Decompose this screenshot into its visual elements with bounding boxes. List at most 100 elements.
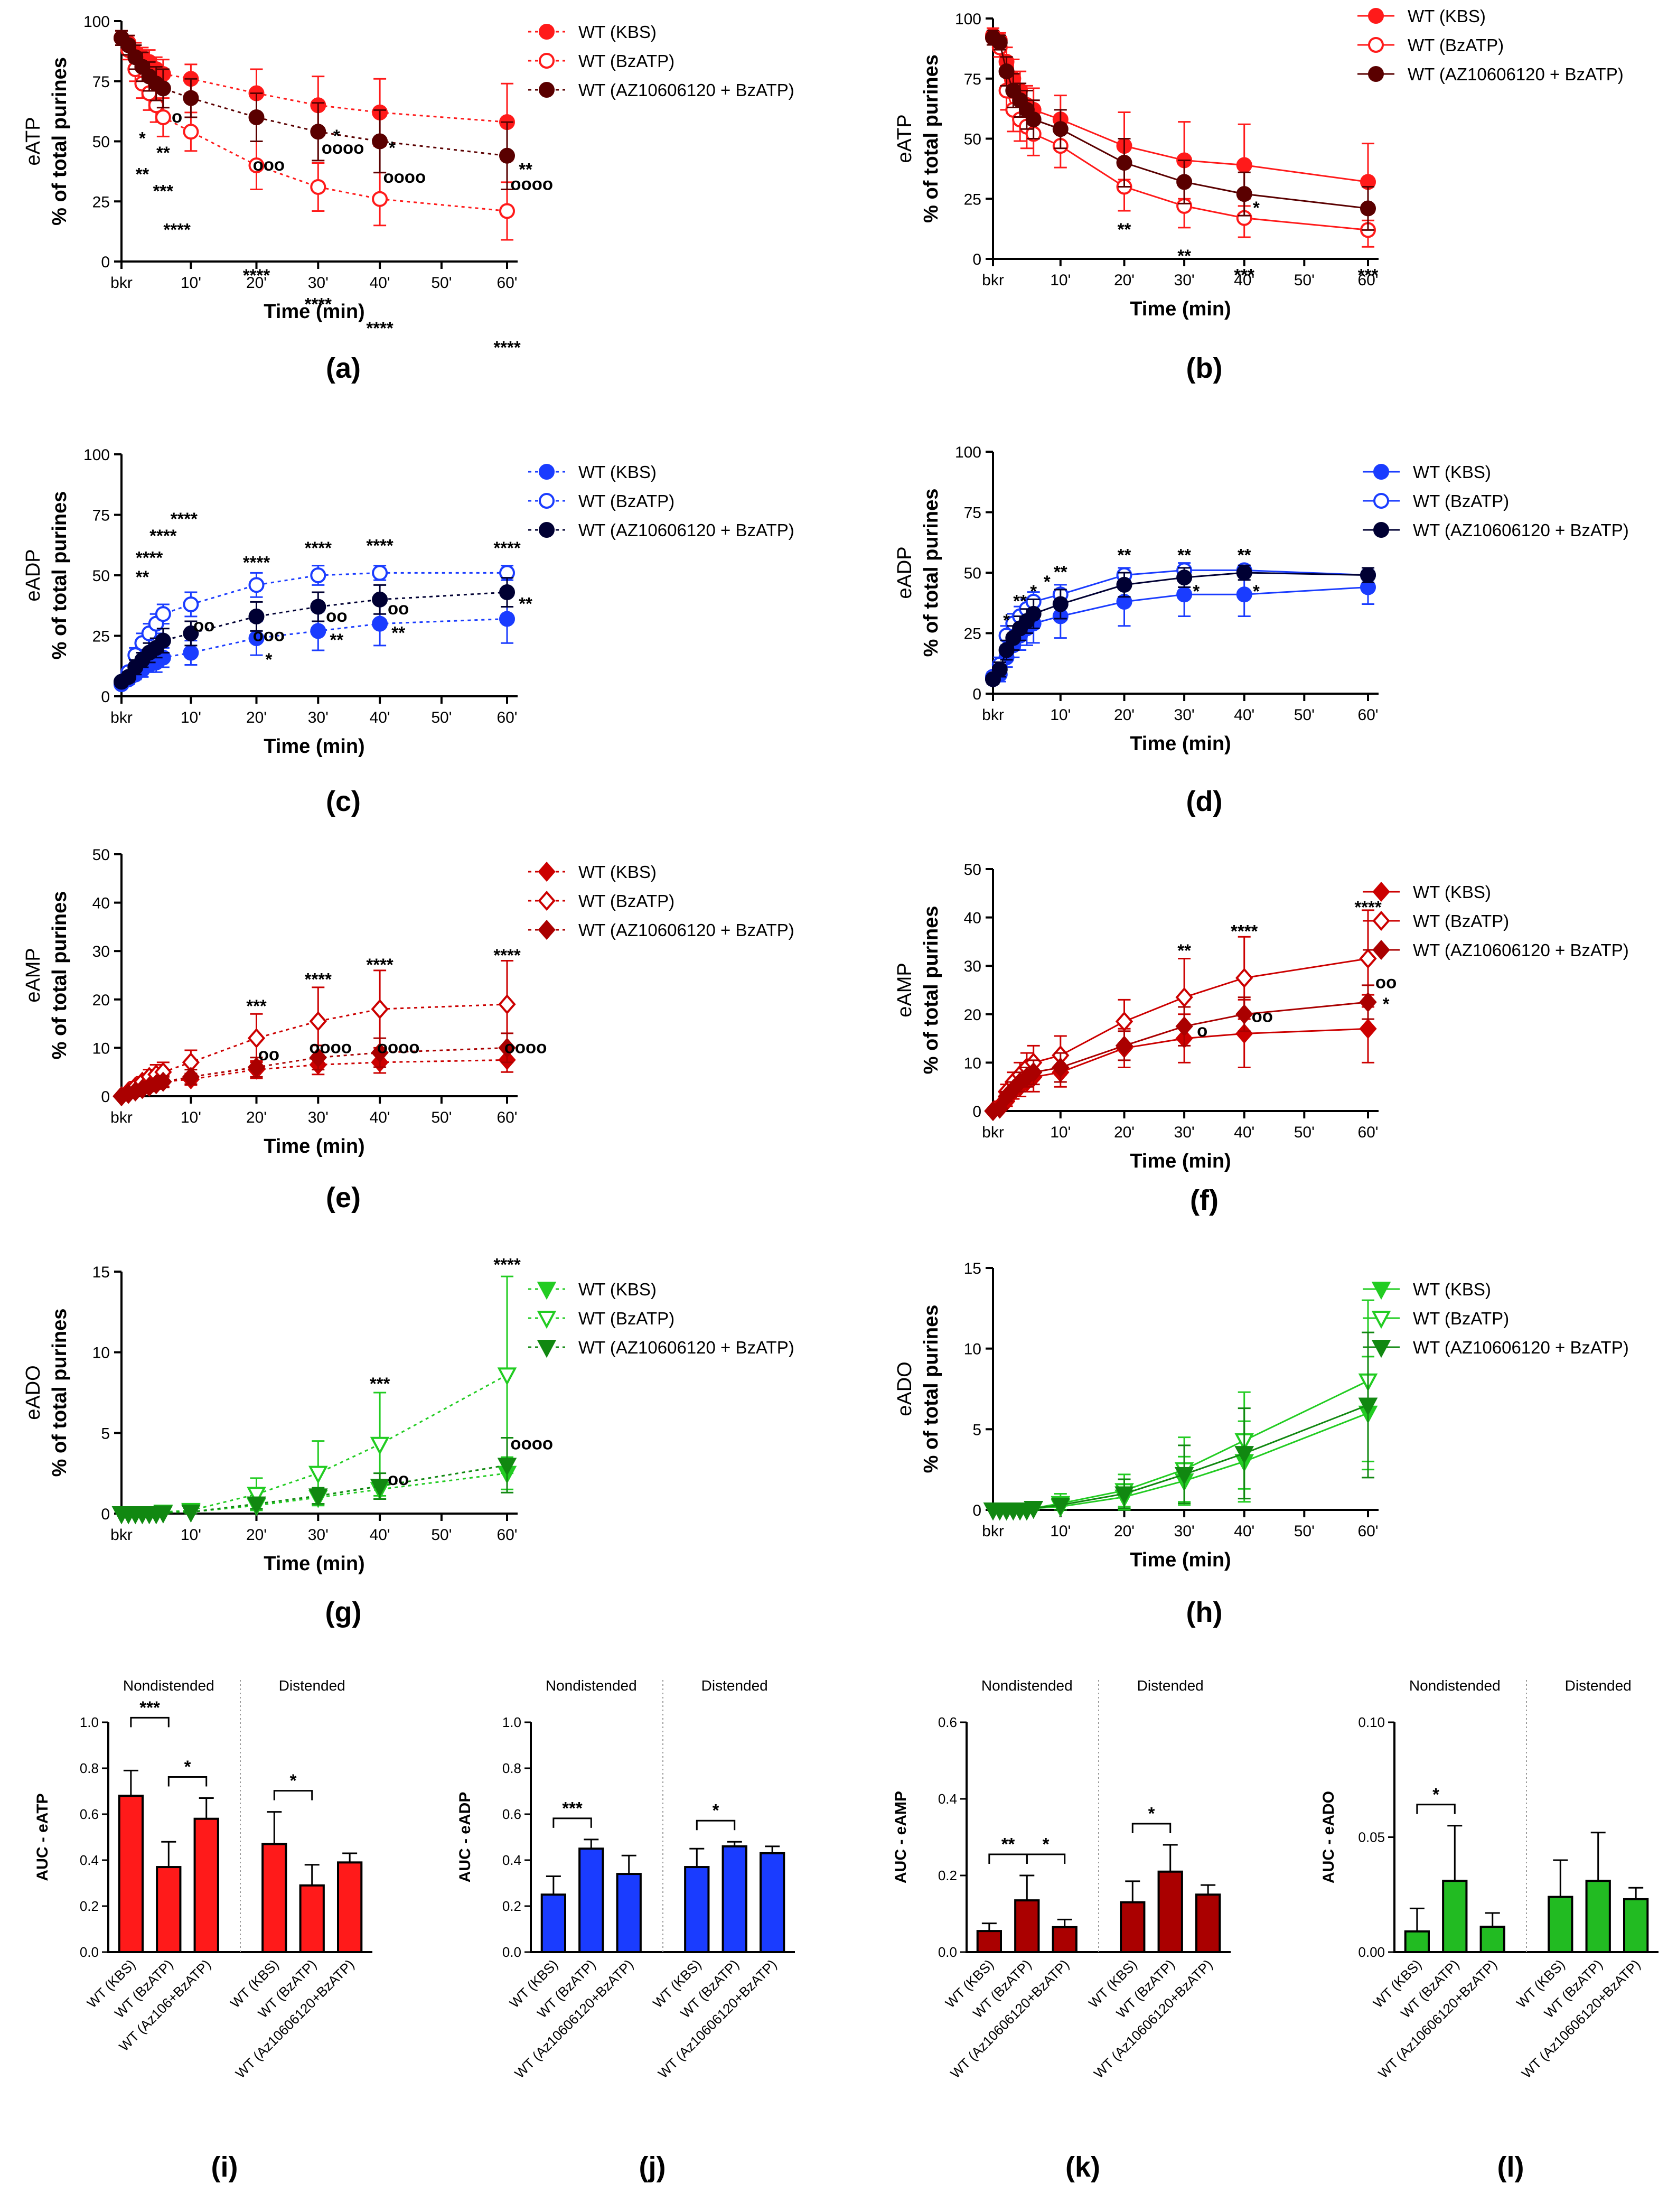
y-tick-label: 0.2 <box>80 1898 99 1914</box>
series-line <box>992 1001 1369 1112</box>
significance-annotation: ** <box>156 143 170 162</box>
data-point <box>182 1067 200 1087</box>
data-point <box>248 157 265 173</box>
y-tick-label: 100 <box>83 446 110 464</box>
significance-label: ** <box>1001 1834 1015 1854</box>
x-tick-label: 50' <box>1294 1124 1315 1141</box>
y-tick-label: 0.4 <box>938 1791 957 1807</box>
significance-label: * <box>184 1757 191 1777</box>
significance-annotation: ** <box>519 160 532 179</box>
bar <box>578 1847 604 1953</box>
y-tick-label: 40 <box>964 910 981 927</box>
x-tick-label: bkr <box>110 1526 133 1544</box>
x-tick-label: 20' <box>1114 1124 1135 1141</box>
series-line <box>121 1472 508 1515</box>
significance-annotation: ** <box>391 623 405 642</box>
significance-annotation: ** <box>1177 246 1191 265</box>
legend-label: WT (AZ10606120 + BzATP) <box>1413 940 1629 960</box>
data-point <box>155 80 171 97</box>
x-tick-label: 20' <box>1114 1523 1135 1540</box>
data-point <box>1359 992 1377 1012</box>
x-tick-label: 10' <box>181 1109 201 1126</box>
panel-b: 0 25 50 75 100 bkr 10' 20' 30' 40' 50' 60' Time (min… <box>894 6 1624 384</box>
significance-bracket <box>1026 1853 1066 1864</box>
y-axis-label: eADO <box>22 1365 44 1420</box>
significance-label: * <box>290 1771 297 1790</box>
significance-annotation: oo <box>326 606 347 626</box>
data-point <box>183 596 199 612</box>
y-axis-label-2: % of total purines <box>49 1309 71 1477</box>
significance-annotation: **** <box>366 318 394 338</box>
x-tick-label: 60' <box>1357 1124 1378 1141</box>
legend-label: WT (AZ10606120 + BzATP) <box>578 80 794 100</box>
y-axis-label-2: % of total purines <box>920 489 942 657</box>
significance-annotation: oo <box>388 1469 409 1489</box>
significance-annotation: **** <box>305 538 332 558</box>
bar <box>540 1893 566 1953</box>
significance-label: * <box>1148 1804 1155 1823</box>
panel-k: Nondistended Distended 0.0 0.2 0.4 0.6 AUC - e… <box>892 1677 1231 2183</box>
significance-annotation: * <box>1003 611 1010 630</box>
legend-label: WT (AZ10606120 + BzATP) <box>1408 64 1624 84</box>
data-point <box>370 1479 390 1497</box>
x-tick-label: bkr <box>110 709 133 726</box>
data-point <box>1174 1467 1194 1486</box>
legend-label: WT (BzATP) <box>578 491 674 511</box>
y-axis-label: eAMP <box>22 948 44 1002</box>
legend-marker <box>539 53 555 69</box>
data-point <box>1236 186 1252 202</box>
x-tick-label: 60' <box>1357 706 1378 724</box>
legend-label: WT (AZ10606120 + BzATP) <box>578 520 794 540</box>
panel-label: (i) <box>211 2151 238 2183</box>
x-tick-label: 30' <box>1174 272 1195 289</box>
x-tick-label: 60' <box>1357 272 1378 289</box>
data-point <box>183 625 199 641</box>
y-tick-label: 1.0 <box>502 1714 521 1730</box>
y-tick-label: 25 <box>964 626 981 643</box>
significance-annotation: **** <box>493 338 521 357</box>
significance-annotation: ** <box>136 567 149 587</box>
bar <box>299 1884 325 1954</box>
data-point <box>1176 174 1193 190</box>
significance-annotation: ooo <box>253 626 285 645</box>
x-axis-label: Time (min) <box>264 301 364 323</box>
legend-marker <box>539 82 555 98</box>
legend-label: WT (BzATP) <box>578 51 674 71</box>
series-2: WT (AZ10606120 + BzATP) <box>113 919 794 1107</box>
x-tick-label: 40' <box>1234 706 1254 724</box>
y-axis-label: AUC - eAMP <box>892 1791 910 1883</box>
significance-annotation: * <box>1193 582 1200 601</box>
data-point <box>499 611 515 627</box>
bar <box>684 1866 710 1954</box>
significance-annotation: * <box>1253 582 1260 601</box>
significance-annotation: **** <box>493 538 521 558</box>
legend-marker <box>537 1340 557 1358</box>
significance-annotation: ** <box>1177 941 1191 960</box>
significance-annotation: oo <box>193 615 214 635</box>
x-tick-label: bkr <box>982 272 1004 289</box>
significance-annotation: *** <box>370 1374 390 1394</box>
series-2: WT (AZ10606120 + BzATP) <box>985 30 1624 231</box>
significance-annotation: ** <box>330 630 343 650</box>
data-point <box>371 1042 389 1063</box>
y-tick-label: 0 <box>972 1502 981 1519</box>
bar <box>337 1861 363 1954</box>
y-tick-label: 0.2 <box>502 1898 521 1914</box>
data-point <box>183 124 199 140</box>
x-tick-label: 50' <box>431 709 452 726</box>
x-tick-label: 60' <box>1357 1523 1378 1540</box>
y-axis-label-2: % of total purines <box>49 57 71 226</box>
x-tick-label: 60' <box>496 1109 517 1126</box>
legend-marker <box>1368 66 1384 82</box>
data-point <box>247 1057 266 1078</box>
x-tick-label: 10' <box>1050 1523 1071 1540</box>
x-tick-label: bkr <box>982 1523 1004 1540</box>
bar <box>193 1817 219 1953</box>
y-axis-label-2: % of total purines <box>920 906 942 1075</box>
bar <box>118 1795 144 1953</box>
legend-label: WT (KBS) <box>578 462 657 482</box>
y-axis-label: eAMP <box>894 963 916 1017</box>
data-point <box>1025 111 1042 128</box>
significance-bracket <box>696 1819 736 1831</box>
legend-marker <box>537 1311 557 1329</box>
